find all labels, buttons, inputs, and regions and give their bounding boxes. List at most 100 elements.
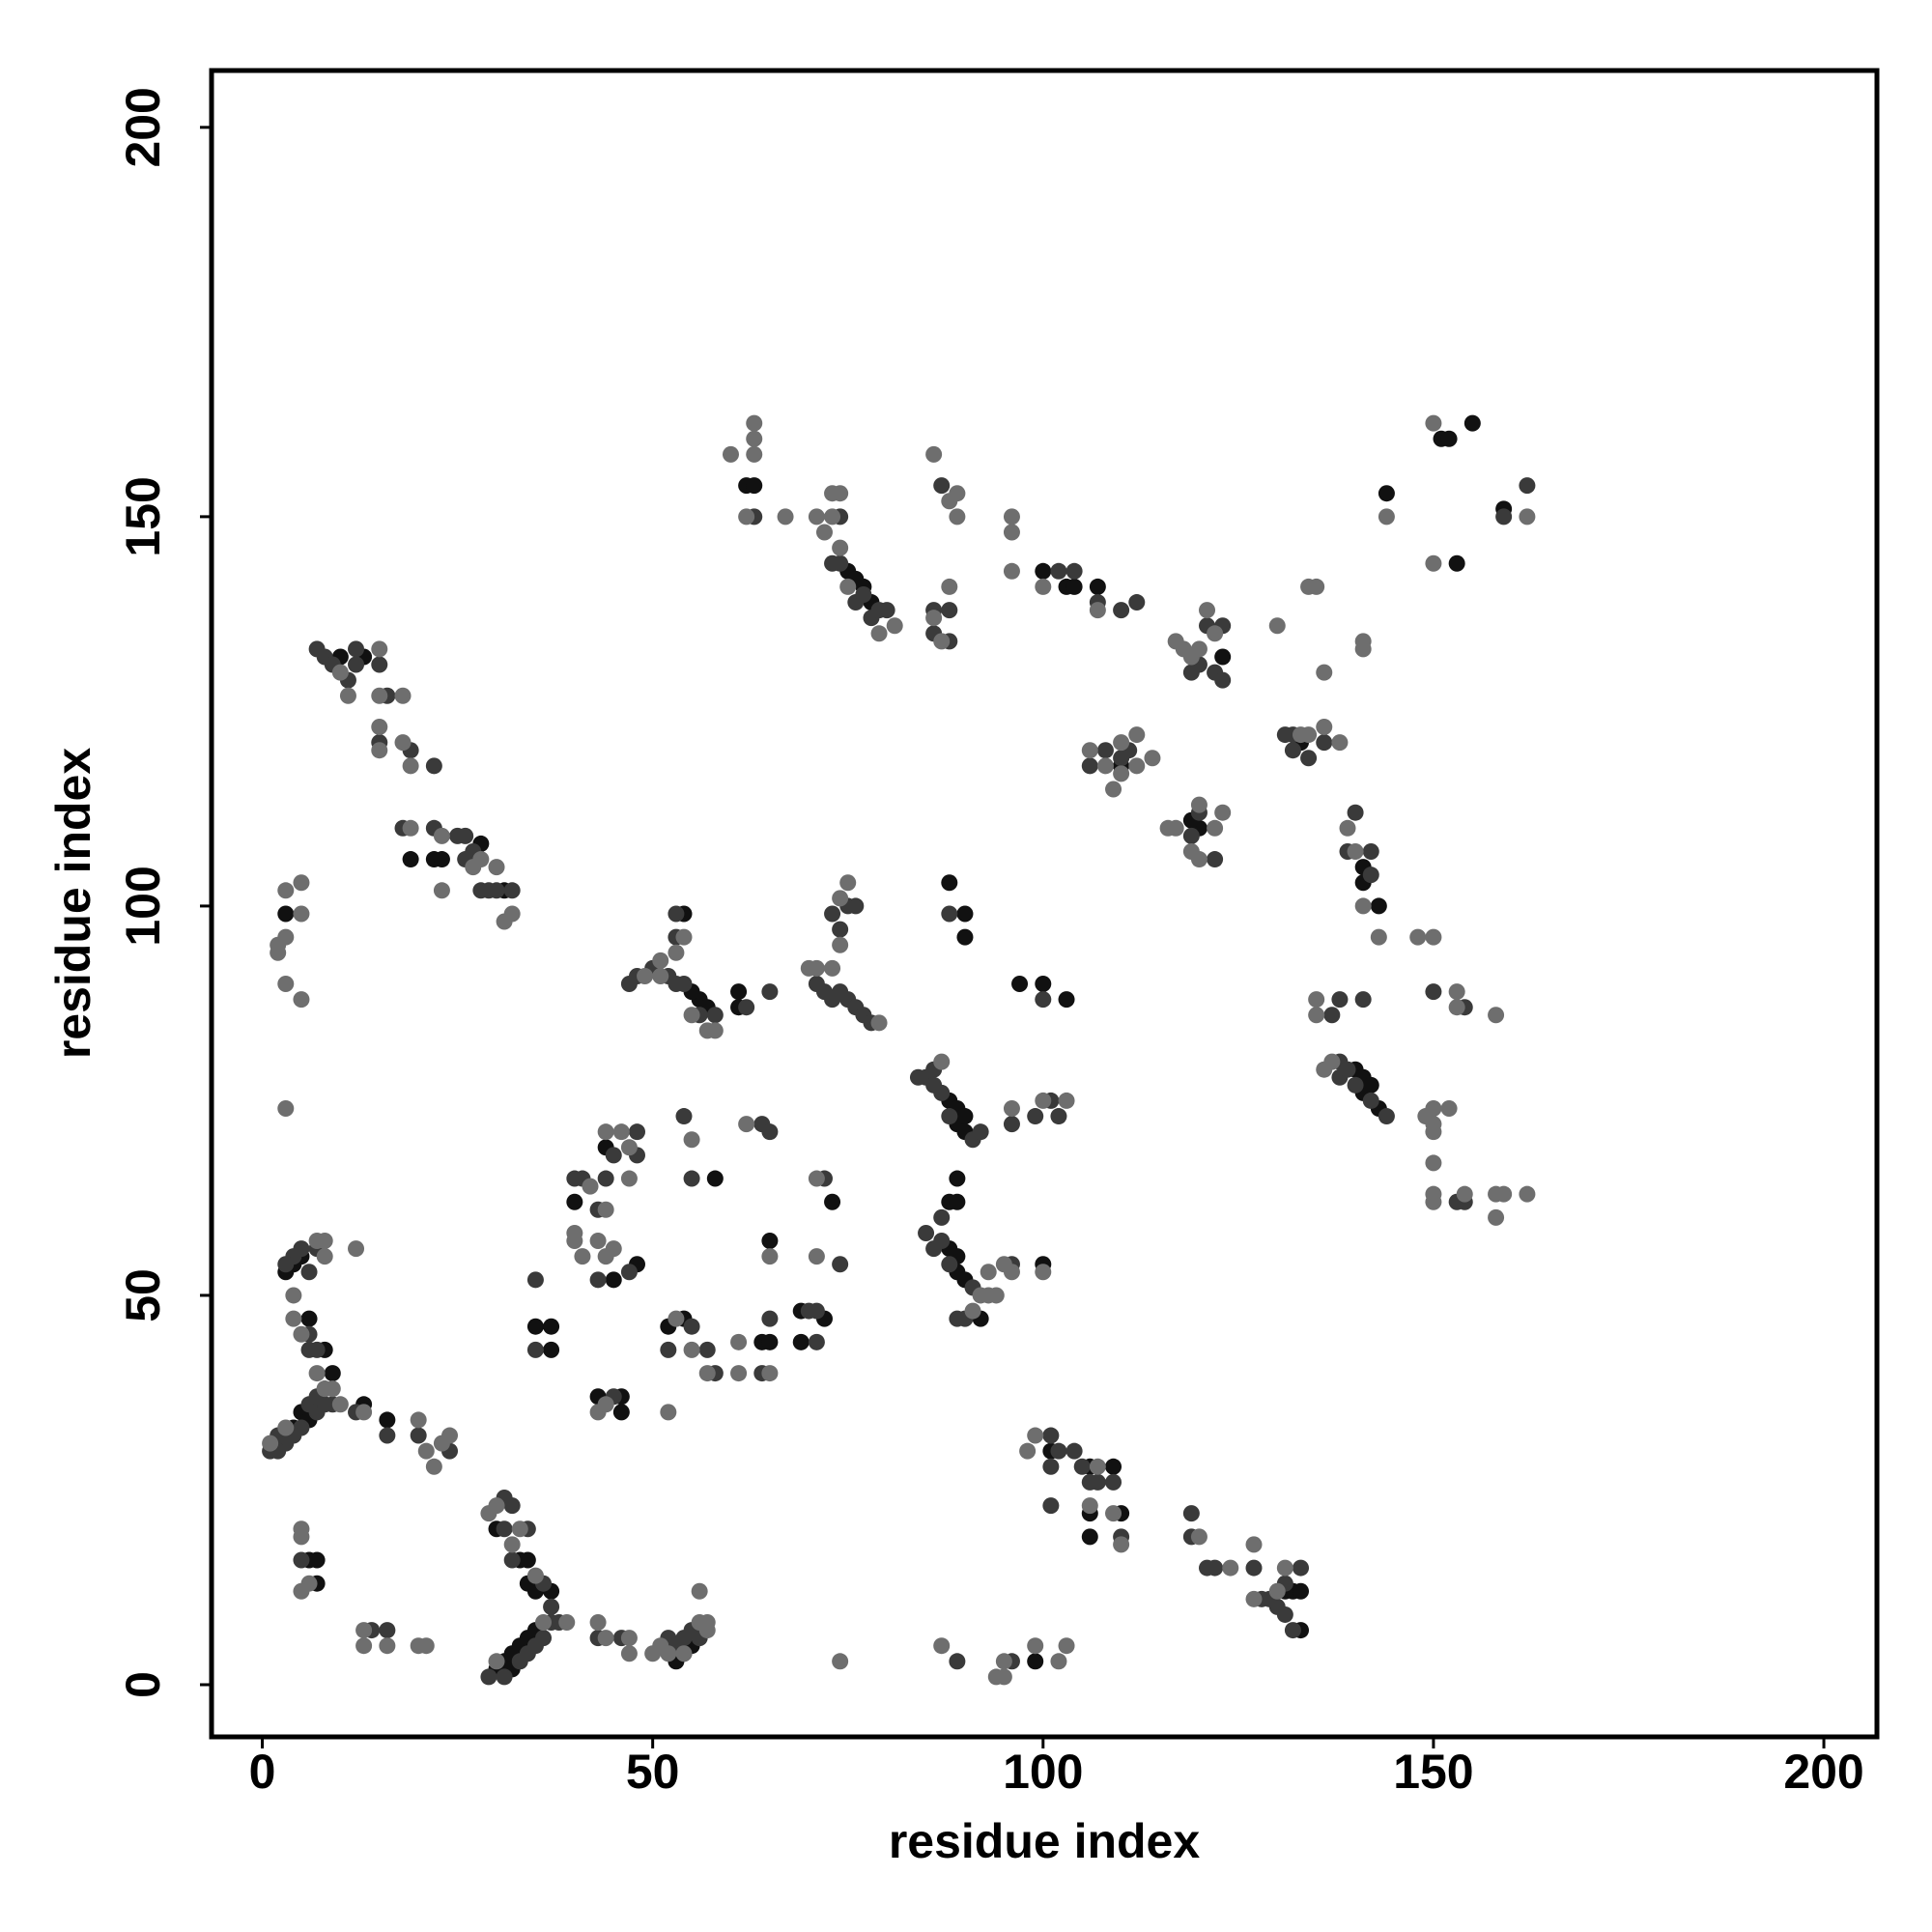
contact-point xyxy=(1058,1092,1075,1109)
contact-point xyxy=(1214,648,1232,666)
contact-point xyxy=(980,1264,997,1281)
contact-point xyxy=(1354,640,1372,658)
contact-point xyxy=(1339,1061,1356,1078)
x-axis-title: residue index xyxy=(889,1814,1201,1868)
contact-point xyxy=(761,1333,779,1350)
contact-point xyxy=(1190,640,1208,658)
contact-point xyxy=(918,1224,935,1241)
contact-point xyxy=(270,944,287,961)
contact-point xyxy=(543,1598,560,1615)
contact-point xyxy=(371,640,388,658)
contact-point xyxy=(839,874,857,892)
contact-point xyxy=(293,905,310,923)
contact-point xyxy=(1300,726,1318,744)
contact-point xyxy=(698,1341,716,1358)
contact-point xyxy=(886,617,903,635)
contact-point xyxy=(379,1637,396,1655)
contact-point xyxy=(605,1271,622,1289)
contact-point xyxy=(1463,414,1481,432)
contact-point xyxy=(1268,1582,1286,1600)
contact-point xyxy=(1089,1458,1106,1475)
contact-point xyxy=(652,967,669,984)
contact-point xyxy=(683,1007,700,1024)
contact-point xyxy=(832,1256,849,1273)
contact-point xyxy=(1105,1505,1122,1522)
contact-point xyxy=(652,952,669,969)
contact-point xyxy=(1519,477,1536,495)
contact-point xyxy=(698,1365,716,1382)
contact-point xyxy=(941,905,958,923)
contact-point xyxy=(308,1551,326,1569)
contact-point xyxy=(597,1123,614,1141)
contact-point xyxy=(1042,1427,1060,1444)
contact-point xyxy=(1128,726,1146,744)
contact-point xyxy=(1167,819,1184,837)
contact-point xyxy=(441,1427,459,1444)
x-tick-label: 200 xyxy=(1783,1745,1863,1799)
contact-point xyxy=(597,1630,614,1647)
contact-point xyxy=(1019,1442,1037,1460)
contact-point xyxy=(761,983,779,1001)
contact-point xyxy=(637,967,654,984)
contact-point xyxy=(1050,1653,1067,1670)
contact-point xyxy=(1081,1528,1098,1546)
contact-point xyxy=(1113,602,1130,619)
contact-point xyxy=(1027,1637,1044,1655)
contact-point xyxy=(941,578,958,595)
contact-point xyxy=(1456,1185,1473,1203)
contact-point xyxy=(746,414,763,432)
contact-point xyxy=(410,1411,427,1429)
contact-point xyxy=(1081,742,1098,759)
contact-point xyxy=(285,1287,302,1304)
y-tick-label: 200 xyxy=(116,87,170,167)
contact-point xyxy=(1027,1653,1044,1670)
contact-point xyxy=(824,959,841,977)
contact-point xyxy=(933,1637,951,1655)
contact-point xyxy=(1519,508,1536,526)
contact-point xyxy=(1035,976,1052,993)
contact-point xyxy=(832,936,849,953)
contact-point xyxy=(1316,719,1333,736)
contact-point xyxy=(1425,928,1442,946)
contact-point xyxy=(1268,617,1286,635)
contact-point xyxy=(402,819,419,837)
contact-point xyxy=(331,1396,349,1413)
contact-point xyxy=(839,578,857,595)
contact-point xyxy=(808,1248,825,1265)
contact-point xyxy=(300,1264,318,1281)
contact-point xyxy=(995,1653,1012,1670)
contact-point xyxy=(371,742,388,759)
contact-point xyxy=(738,1116,755,1133)
contact-point xyxy=(956,928,974,946)
contact-point xyxy=(1354,991,1372,1009)
x-tick-label: 50 xyxy=(626,1745,680,1799)
plot-frame xyxy=(209,68,1880,1740)
contact-point xyxy=(628,1123,645,1141)
contact-point xyxy=(480,1668,497,1686)
contact-point xyxy=(1222,1559,1239,1577)
contact-point xyxy=(698,1614,716,1632)
contact-point xyxy=(496,1520,513,1538)
contact-point xyxy=(597,1170,614,1187)
contact-point xyxy=(1316,734,1333,752)
contact-point xyxy=(1425,414,1442,432)
contact-point xyxy=(488,1497,505,1515)
contact-point xyxy=(472,851,490,868)
contact-point xyxy=(706,1022,724,1039)
contact-point xyxy=(1105,781,1122,798)
contact-point xyxy=(620,1645,638,1662)
contact-point xyxy=(620,1264,638,1281)
contact-point xyxy=(746,477,763,495)
contact-point xyxy=(691,1582,708,1600)
contact-point xyxy=(1276,1605,1293,1623)
contact-point xyxy=(535,1630,553,1647)
contact-point xyxy=(1331,734,1349,752)
y-tick-label: 150 xyxy=(116,476,170,556)
contact-point xyxy=(1065,1442,1083,1460)
contact-point xyxy=(1065,562,1083,580)
contact-point xyxy=(722,445,739,463)
contact-point xyxy=(1089,578,1106,595)
contact-point xyxy=(535,1614,553,1632)
x-tick-label: 0 xyxy=(249,1745,276,1799)
contact-point xyxy=(660,1645,677,1662)
